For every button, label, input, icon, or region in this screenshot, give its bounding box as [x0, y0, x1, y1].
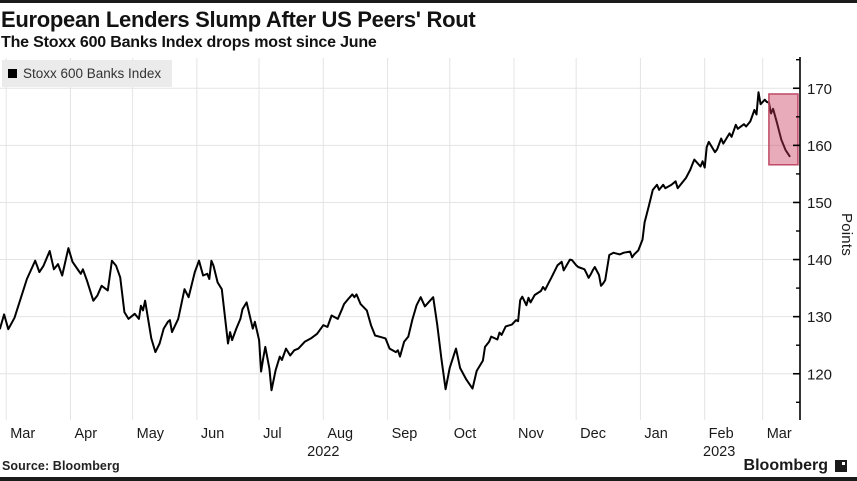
bloomberg-logo: Bloomberg [744, 457, 847, 475]
x-tick-label: Mar [767, 426, 792, 442]
x-tick-label: May [137, 426, 165, 442]
x-tick-label: Aug [327, 426, 353, 442]
x-tick-label: Jul [263, 426, 282, 442]
source-label: Source: Bloomberg [2, 459, 120, 473]
bloomberg-terminal-icon [835, 460, 847, 472]
highlight-box [768, 93, 799, 166]
y-tick-label: 160 [807, 138, 832, 155]
page-subtitle: The Stoxx 600 Banks Index drops most sin… [1, 34, 377, 51]
x-tick-label: Dec [580, 426, 606, 442]
series-line [0, 91, 791, 392]
y-tick-label: 140 [807, 252, 832, 269]
x-tick-label: Nov [518, 426, 545, 442]
y-tick-label: 130 [807, 309, 832, 326]
top-rule [0, 0, 857, 3]
legend-series-marker-icon [8, 69, 17, 78]
y-axis-title: Points [838, 213, 855, 256]
x-tick-label: Jan [644, 426, 667, 442]
y-tick-label: 120 [807, 366, 832, 383]
legend: Stoxx 600 Banks Index [2, 60, 173, 87]
x-tick-label: Jun [201, 426, 224, 442]
x-tick-label: Mar [10, 426, 35, 442]
y-tick-label: 170 [807, 81, 832, 98]
legend-series-label: Stoxx 600 Banks Index [23, 66, 162, 81]
page-title: European Lenders Slump After US Peers' R… [1, 7, 476, 32]
x-tick-label: Sep [392, 426, 418, 442]
bloomberg-wordmark: Bloomberg [743, 457, 828, 474]
x-tick-label: Oct [454, 426, 477, 442]
bottom-rule [0, 477, 857, 481]
year-label: 2023 [703, 444, 735, 460]
x-tick-label: Apr [74, 426, 97, 442]
year-label: 2022 [307, 444, 339, 460]
y-tick-label: 150 [807, 195, 832, 212]
x-tick-label: Feb [709, 426, 734, 442]
